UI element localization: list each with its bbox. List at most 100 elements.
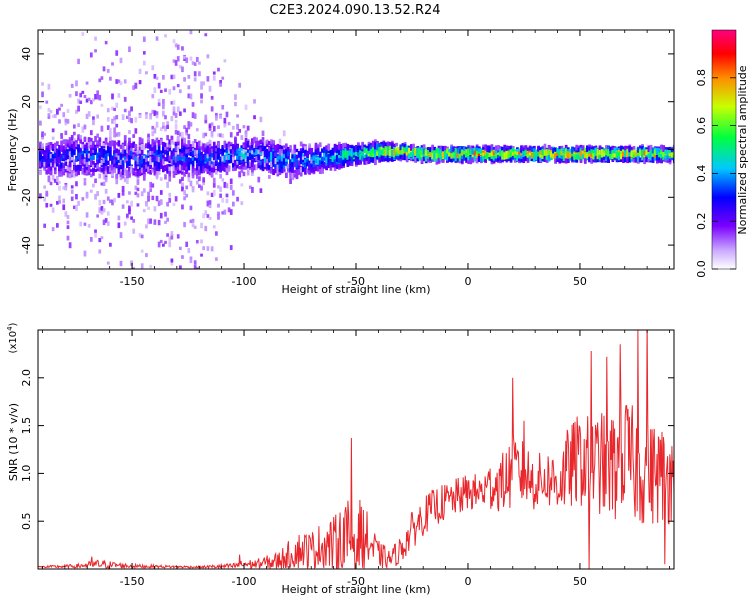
spectrogram-cell (505, 154, 509, 160)
spectrogram-cell (672, 153, 674, 158)
spectrogram-scatter-cell (123, 159, 127, 164)
spectrogram-cell (335, 149, 339, 156)
spectrogram-cell (138, 163, 142, 168)
spectrogram-cell (325, 165, 328, 170)
spectrogram-cell (344, 159, 348, 164)
spectrogram-cell (335, 144, 339, 150)
spectrogram-scatter-cell (225, 183, 229, 189)
spectrogram-cell (418, 154, 422, 161)
spectrogram-cell (145, 167, 148, 172)
spectrogram-cell (518, 151, 521, 158)
spectrogram-cell (554, 153, 557, 159)
spectrogram-scatter-cell (138, 233, 142, 238)
spectrogram-cell (106, 142, 110, 147)
spectrogram-cell (140, 149, 144, 156)
spectrogram-cell (537, 156, 540, 163)
spectrogram-cell (268, 156, 271, 162)
spectrogram-scatter-cell (92, 164, 95, 169)
spectrogram-scatter-cell (149, 156, 153, 162)
spectrogram-cell (395, 154, 398, 159)
spectrogram-cell (598, 154, 602, 161)
spectrogram-scatter-cell (151, 183, 155, 188)
spectrogram-scatter-cell (240, 183, 244, 187)
spectrogram-cell (439, 149, 443, 155)
spectrogram-scatter-cell (41, 143, 44, 149)
spectrogram-scatter-cell (208, 141, 212, 147)
spectrogram-cell (236, 144, 239, 150)
spectrogram-scatter-cell (128, 149, 131, 156)
spectrogram-scatter-cell (287, 168, 290, 173)
spectrogram-scatter-cell (104, 140, 108, 145)
spectrogram-cell (581, 150, 585, 154)
spectrogram-scatter-cell (121, 204, 125, 209)
spectrogram-scatter-cell (115, 50, 119, 56)
svg-text:(x104): (x104) (6, 322, 19, 353)
spectrogram-cell (299, 141, 303, 147)
spectrogram-cell (113, 149, 116, 155)
spectrogram-scatter-cell (53, 178, 57, 183)
spectrogram-cell (92, 160, 95, 166)
spectrogram-scatter-cell (181, 46, 184, 51)
spectrogram-cell (47, 160, 51, 165)
spectrogram-scatter-cell (248, 162, 252, 167)
spectrogram-cell (255, 149, 259, 156)
spectrogram-scatter-cell (138, 148, 142, 154)
spectrogram-cell (437, 152, 441, 158)
spectrogram-cell (58, 149, 61, 156)
spectrogram-scatter-cell (212, 162, 216, 168)
spectrogram-cell (624, 156, 627, 162)
spectrogram-cell (668, 158, 672, 163)
spectrogram-cell (310, 153, 314, 158)
spectrogram-scatter-cell (155, 76, 159, 80)
spectrogram-scatter-cell (111, 106, 114, 111)
spectrogram-cell (53, 151, 57, 157)
spectrogram-scatter-cell (176, 56, 180, 62)
spectrogram-scatter-cell (257, 176, 261, 183)
spectrogram-scatter-cell (170, 231, 174, 236)
spectrogram-cell (630, 146, 634, 152)
spectrogram-cell (403, 150, 407, 156)
spectrogram-cell (594, 151, 598, 157)
spectrogram-scatter-cell (104, 218, 108, 223)
spectrogram-cell (533, 151, 536, 158)
spectrogram-cell (234, 159, 237, 164)
spectrogram-scatter-cell (47, 107, 51, 112)
spectrogram-scatter-cell (166, 181, 169, 188)
spectrogram-scatter-cell (147, 195, 150, 202)
spectrogram-scatter-cell (162, 104, 165, 110)
spectrogram-scatter-cell (70, 83, 74, 88)
spectrogram-cell (231, 143, 235, 148)
spectrogram-scatter-cell (89, 159, 93, 166)
spectrogram-scatter-cell (195, 56, 199, 63)
spectrogram-cell (195, 169, 199, 176)
spectrogram-cell (566, 157, 570, 163)
spectrogram-cell (83, 148, 87, 154)
spectrogram-scatter-cell (137, 289, 140, 293)
spectrogram-cell (465, 149, 468, 154)
spectrogram-cell (276, 156, 280, 160)
spectrogram-cell (261, 142, 265, 148)
spectrogram-cell (323, 156, 326, 161)
spectrogram-cell (200, 155, 203, 161)
spectrogram-scatter-cell (102, 174, 106, 180)
spectrogram-scatter-cell (212, 189, 216, 196)
spectrogram-scatter-cell (248, 141, 252, 146)
spectrogram-scatter-cell (115, 102, 119, 109)
spectrogram-cell (301, 162, 305, 166)
spectrogram-scatter-cell (111, 93, 114, 100)
spectrogram-cell (622, 156, 625, 163)
spectrogram-scatter-cell (81, 126, 85, 132)
spectrogram-scatter-cell (224, 296, 227, 302)
spectrogram-scatter-cell (43, 223, 47, 228)
spectrogram-cell (522, 157, 526, 161)
spectrogram-cell (354, 151, 358, 156)
spectrogram-scatter-cell (60, 140, 63, 146)
spectrogram-cell (297, 169, 301, 175)
spectrogram-cell (98, 156, 102, 161)
spectrogram-cell (98, 159, 102, 163)
spectrogram-cell (276, 143, 280, 148)
spectrogram-cell (452, 146, 456, 152)
spectrogram-cell (505, 147, 509, 152)
spectrogram-cell (223, 154, 227, 162)
spectrogram-scatter-cell (45, 100, 49, 104)
